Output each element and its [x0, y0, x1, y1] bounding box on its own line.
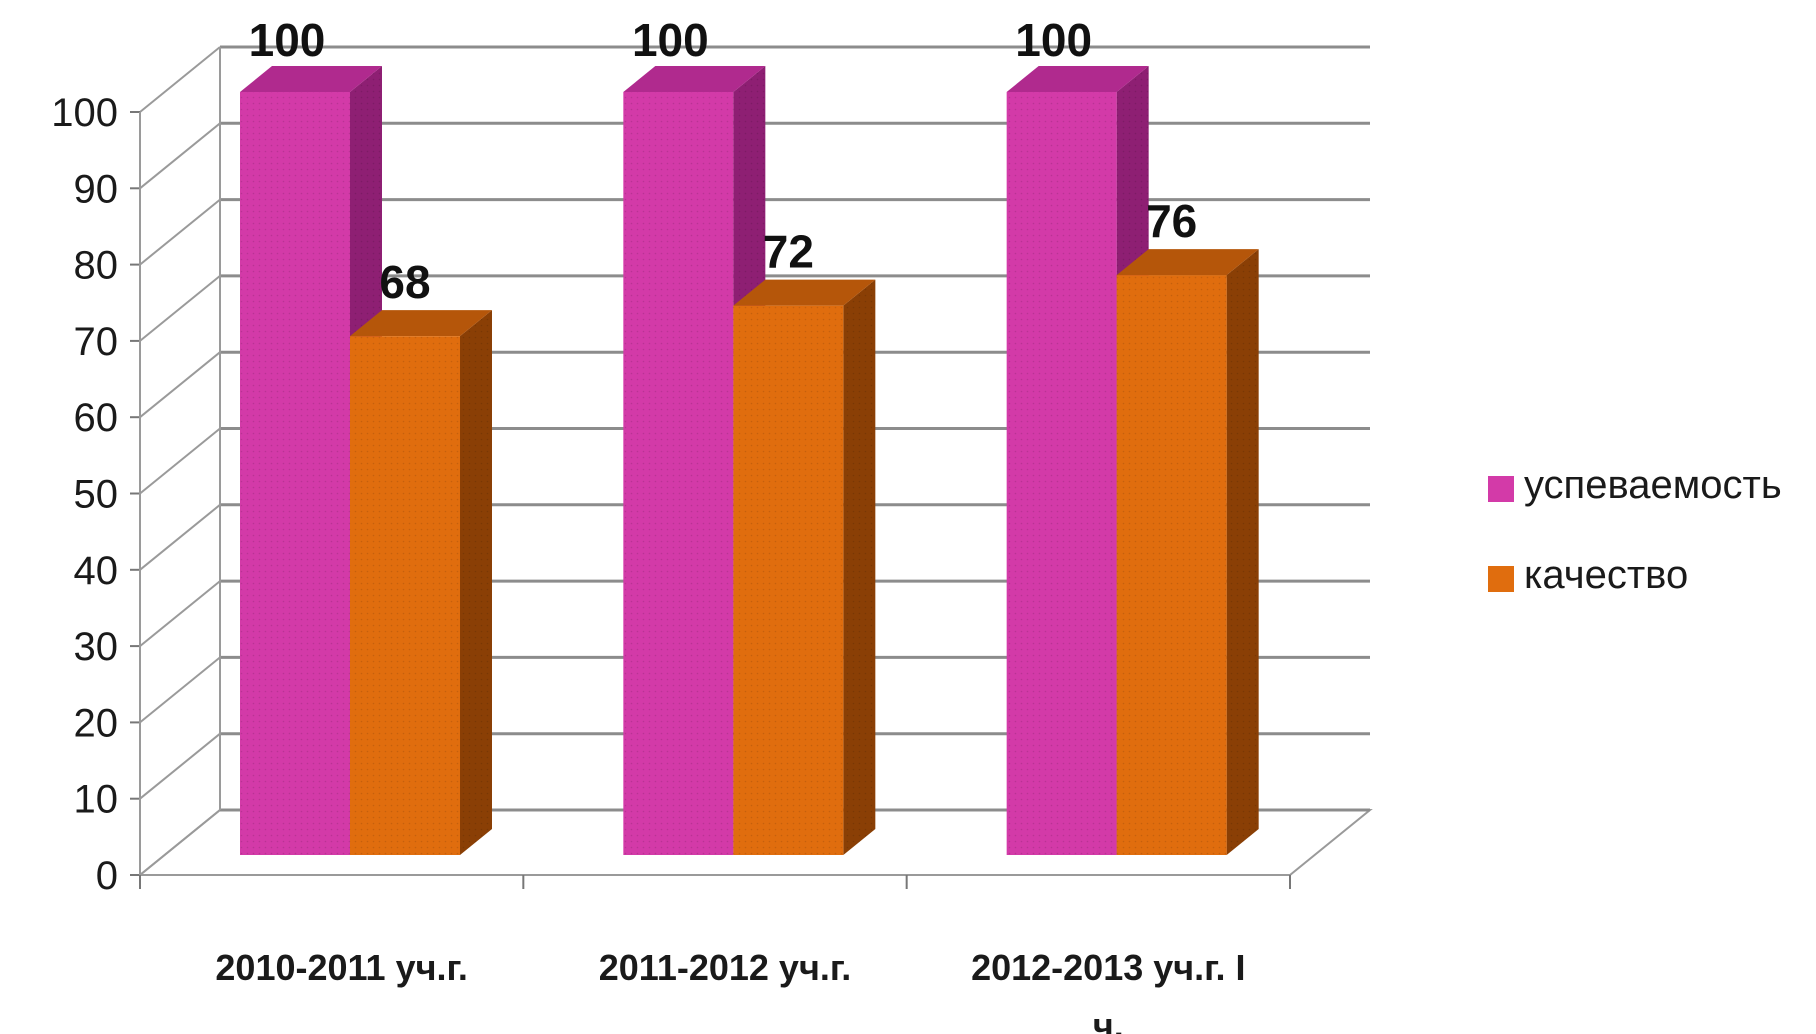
bar-uspevaemost-0-top — [240, 66, 382, 92]
legend-label: качество — [1524, 553, 1688, 597]
y-tick-label: 70 — [74, 320, 119, 364]
data-label: 100 — [249, 14, 326, 66]
data-labels: 100 68 100 72 100 76 — [249, 14, 1198, 308]
y-tick-label: 10 — [74, 778, 119, 822]
gridline-side-6 — [139, 351, 221, 418]
bar-kachestvo-2-front-texture — [1116, 275, 1227, 855]
y-tick-label: 40 — [74, 549, 119, 593]
bar-uspevaemost-2-top — [1006, 66, 1149, 92]
bar-uspevaemost-0-front-texture — [240, 92, 350, 855]
x-category-label: 2011-2012 уч.г. — [599, 947, 852, 988]
data-label: 72 — [763, 226, 814, 278]
bar-kachestvo-2-side-texture — [1226, 249, 1259, 855]
gridline-side-4 — [139, 504, 221, 571]
x-category-label: 2010-2011 уч.г. — [215, 947, 468, 988]
data-label: 68 — [379, 256, 430, 308]
y-tick-label: 30 — [74, 625, 119, 669]
bar-kachestvo-0-top — [350, 310, 492, 337]
legend-label: успеваемость — [1524, 463, 1782, 507]
gridline-side-9 — [139, 122, 221, 190]
y-tick-label: 20 — [74, 701, 119, 745]
bar-uspevaemost-1-top — [623, 66, 766, 92]
data-label: 100 — [632, 14, 709, 66]
bar-kachestvo-1-top — [733, 279, 876, 306]
data-label: 100 — [1015, 14, 1092, 66]
y-tick-label: 60 — [74, 396, 119, 440]
gridline-side-2 — [139, 656, 221, 724]
bar-kachestvo-1-side-texture — [843, 279, 876, 855]
gridline-side-0 — [139, 809, 221, 876]
bar-kachestvo-0-side-texture — [460, 310, 492, 855]
legend: успеваемость качество — [1488, 463, 1782, 597]
y-tick-label: 80 — [74, 244, 119, 288]
y-tick-label: 90 — [74, 167, 119, 211]
x-category-label: ч. — [1093, 1005, 1124, 1034]
y-tick-label: 0 — [96, 854, 118, 898]
bar-uspevaemost-2-front-texture — [1006, 92, 1117, 855]
legend-swatch-uspevaemost — [1488, 476, 1514, 502]
bar-kachestvo-0-front-texture — [350, 336, 460, 855]
bar-kachestvo-1 — [733, 279, 876, 855]
y-tick-label: 50 — [74, 473, 119, 517]
gridline-side-8 — [139, 198, 221, 266]
bars — [240, 66, 1259, 855]
bar-kachestvo-2-top — [1116, 249, 1259, 276]
bar-uspevaemost-1-front-texture — [623, 92, 734, 855]
data-label: 76 — [1146, 195, 1197, 247]
x-category-label: 2012-2013 уч.г. I — [971, 947, 1245, 988]
axes: 0 10 20 30 40 50 60 70 80 90 100 2010-2011 уч.г. 201… — [51, 47, 1291, 1034]
gridline-side-7 — [139, 275, 221, 342]
gridline-side-10 — [139, 46, 221, 113]
gridline-side-3 — [139, 580, 221, 647]
bar-kachestvo-1-front-texture — [733, 305, 844, 855]
gridline-side-1 — [139, 732, 221, 800]
bar-kachestvo-2 — [1116, 249, 1259, 855]
gridline-side-5 — [139, 427, 221, 495]
bar-kachestvo-0 — [350, 310, 492, 855]
y-tick-label: 100 — [51, 91, 118, 135]
bar-uspevaemost-0 — [240, 66, 382, 855]
legend-swatch-kachestvo — [1488, 566, 1514, 592]
